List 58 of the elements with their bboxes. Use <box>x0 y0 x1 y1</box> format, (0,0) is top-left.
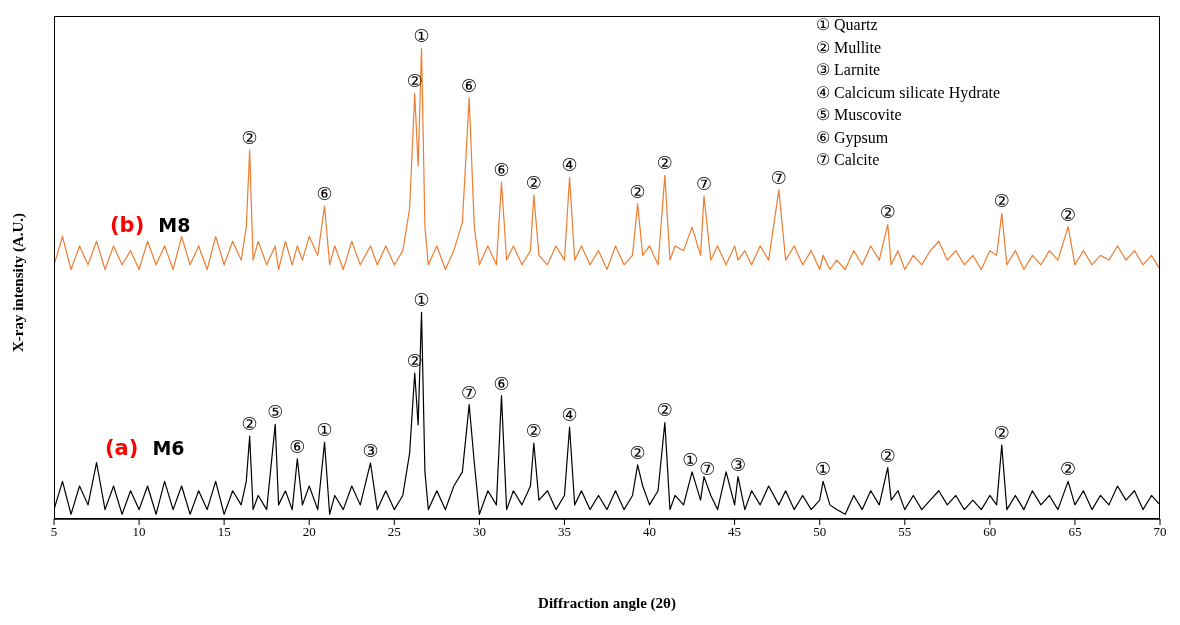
annotation: ⑥ <box>493 158 510 180</box>
annotation: ② <box>1060 458 1077 480</box>
annotation: ② <box>879 444 896 466</box>
x-tick-label: 55 <box>898 524 912 540</box>
annotation: ① <box>316 419 333 441</box>
annotation: ③ <box>362 439 379 461</box>
annotation: ④ <box>561 154 578 176</box>
x-tick-label: 35 <box>557 524 571 540</box>
annotation: ⑥ <box>461 74 478 96</box>
annotation: ⑥ <box>493 372 510 394</box>
series-label: (b) M8 <box>110 213 191 237</box>
annotation: ⑥ <box>289 435 306 457</box>
annotation: ② <box>525 172 542 194</box>
annotation: ⑥ Gypsum <box>816 127 890 149</box>
annotation: ⑥ <box>316 182 333 204</box>
annotation: ① <box>815 458 832 480</box>
annotation: ⑤ <box>267 401 284 423</box>
annotation: ⑤ Muscovite <box>816 105 903 125</box>
annotation: ③ <box>729 453 747 475</box>
annotation: ② <box>656 399 673 421</box>
annotation: ② <box>525 420 542 442</box>
annotation: ⑦ <box>695 173 713 195</box>
annotation: ⑦ <box>770 166 787 188</box>
text: ① Quartz <box>816 15 879 35</box>
x-tick-label: 70 <box>1153 524 1167 540</box>
annotation: ④ <box>561 404 578 426</box>
x-tick-label: 65 <box>1068 524 1082 540</box>
x-tick-label: 40 <box>643 524 657 540</box>
annotation: ② <box>656 152 673 174</box>
annotation: ② Mullite <box>816 37 883 58</box>
annotation: ① <box>682 448 699 470</box>
annotation: ⑦ <box>699 458 716 480</box>
y-axis-title: X-ray intensity (A.U.) <box>9 211 27 354</box>
annotation: ② <box>629 180 646 202</box>
annotation: ① <box>413 289 430 311</box>
x-tick-label: 15 <box>217 524 231 540</box>
annotation: ② <box>1060 203 1077 225</box>
series-label: (a) M6 <box>105 436 185 460</box>
x-axis-title: Diffraction angle (2θ) <box>537 595 677 612</box>
x-tick-label: 60 <box>983 524 997 540</box>
annotation: ② <box>629 441 646 463</box>
x-tick-label: 50 <box>813 524 827 540</box>
x-tick-label: 10 <box>132 524 146 540</box>
annotation: ② <box>241 413 258 435</box>
annotation: ⑦ Calcite <box>816 150 881 170</box>
annotation: ④ Calcicum silicate Hydrate <box>816 82 1001 104</box>
annotation: ⑦ <box>461 381 478 403</box>
annotation: ② <box>993 422 1010 444</box>
x-tick-label: 25 <box>387 524 401 540</box>
x-tick-label: 5 <box>50 524 58 540</box>
annotation: ② <box>241 126 258 148</box>
annotation: ③ Larnite <box>816 60 882 80</box>
annotation: ② <box>993 190 1010 212</box>
x-tick-label: 45 <box>728 524 742 540</box>
annotation: ② <box>879 201 896 223</box>
x-tick-label: 20 <box>302 524 316 540</box>
x-tick-label: 30 <box>472 524 486 540</box>
annotation: ① <box>413 25 430 47</box>
